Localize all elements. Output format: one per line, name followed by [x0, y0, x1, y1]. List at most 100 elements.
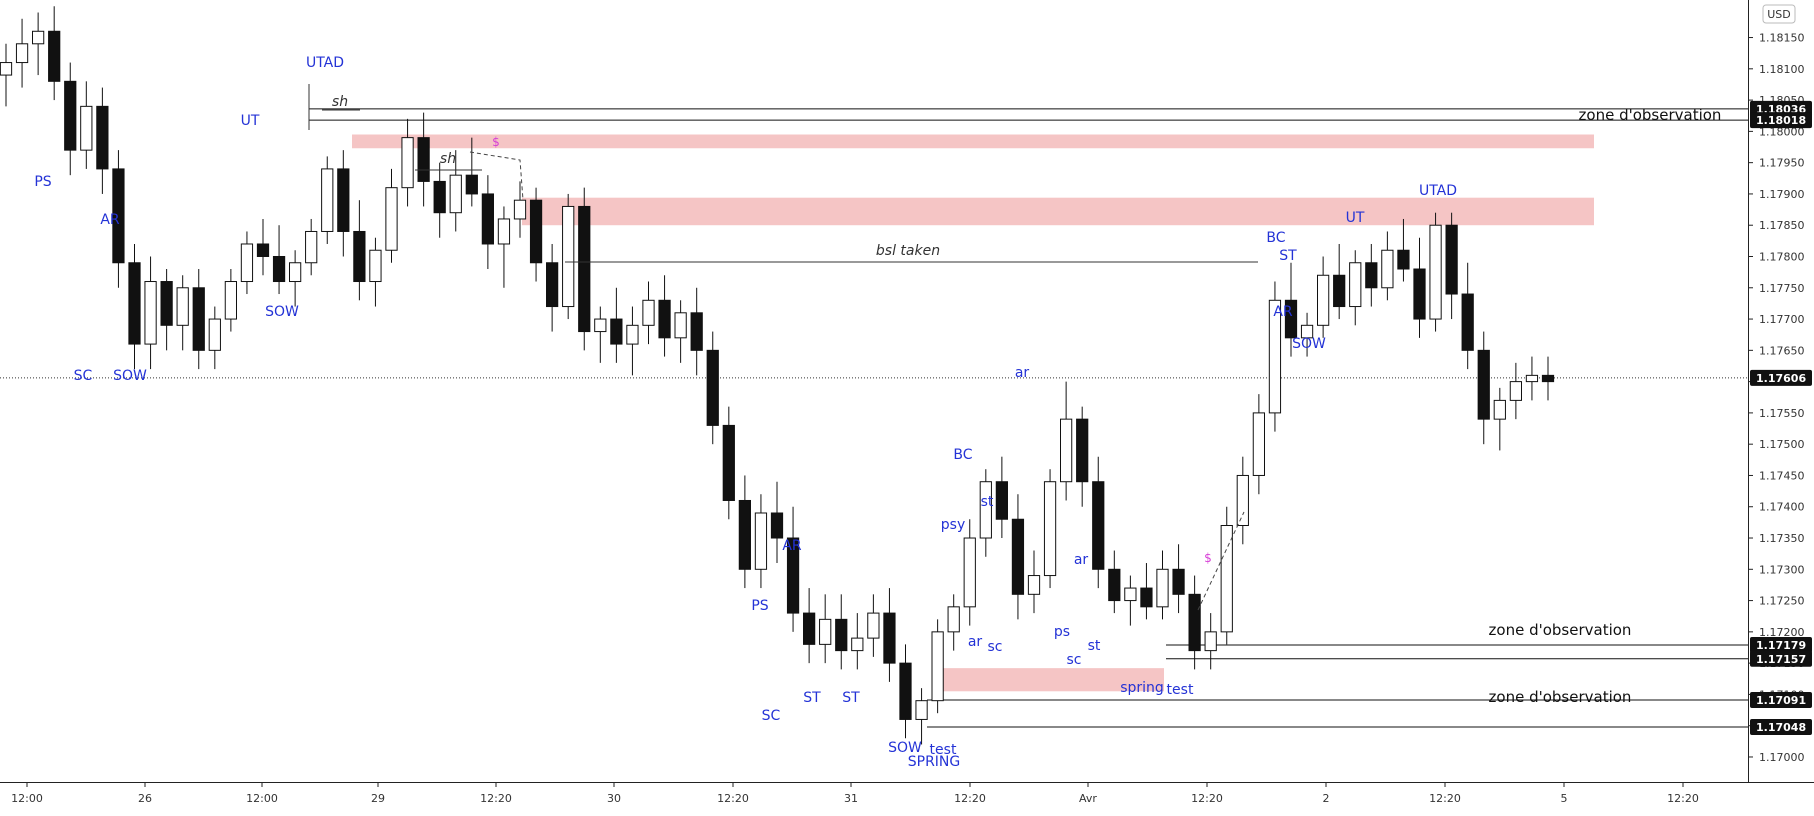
candle-body[interactable] [835, 618, 848, 652]
candle-body[interactable] [32, 30, 45, 45]
candle-body[interactable] [658, 299, 671, 339]
candle-body[interactable] [1204, 631, 1217, 652]
candle-body[interactable] [256, 243, 270, 257]
candle-body[interactable] [803, 612, 816, 645]
candle-body[interactable] [321, 168, 334, 232]
candle-body[interactable] [1429, 224, 1442, 320]
candle-body[interactable] [1333, 274, 1346, 308]
candle-body[interactable] [289, 262, 302, 283]
currency-badge[interactable] [1762, 4, 1796, 24]
candle-body[interactable] [353, 230, 366, 283]
candle-body[interactable] [1172, 568, 1185, 595]
candle-body[interactable] [240, 243, 254, 283]
candle-body[interactable] [674, 312, 687, 339]
candle-body[interactable] [192, 287, 205, 351]
candle-body[interactable] [626, 324, 639, 345]
candle-body[interactable] [208, 318, 221, 351]
candle-body[interactable] [1397, 249, 1410, 270]
candle-body[interactable] [1284, 299, 1298, 339]
candle-body[interactable] [337, 168, 350, 232]
candle-body[interactable] [915, 700, 928, 720]
candle-body[interactable] [578, 205, 591, 333]
price-axis-panel[interactable] [1748, 0, 1814, 816]
candle-body[interactable] [642, 299, 655, 326]
candle-body[interactable] [481, 193, 494, 245]
observation-zone[interactable] [934, 668, 1164, 692]
candle-body[interactable] [851, 637, 864, 652]
candle-body[interactable] [96, 105, 109, 170]
candle-body[interactable] [610, 318, 623, 345]
candle-body[interactable] [1493, 399, 1506, 420]
candle-body[interactable] [1060, 418, 1073, 483]
candle-body[interactable] [80, 105, 93, 151]
candle-body[interactable] [513, 199, 527, 220]
candle-body[interactable] [385, 187, 398, 251]
candle-body[interactable] [112, 168, 125, 264]
candle-body[interactable] [433, 180, 446, 214]
candle-body[interactable] [1509, 381, 1522, 401]
candle-body[interactable] [706, 349, 719, 426]
candle-body[interactable] [690, 312, 703, 351]
candle-body[interactable] [1268, 299, 1282, 414]
candle-body[interactable] [1525, 374, 1539, 383]
candle-body[interactable] [1236, 474, 1249, 527]
candle-body[interactable] [1365, 262, 1378, 289]
candle-body[interactable] [1445, 224, 1458, 295]
candle-body[interactable] [144, 281, 157, 345]
candle-body[interactable] [931, 631, 944, 702]
candle-body[interactable] [64, 80, 77, 151]
candle-body[interactable] [1349, 262, 1362, 308]
candle-body[interactable] [1140, 587, 1153, 608]
candle-body[interactable] [770, 512, 784, 539]
candle-body[interactable] [819, 618, 832, 645]
candle-body[interactable] [1188, 593, 1201, 652]
candle-body[interactable] [722, 424, 735, 501]
candle-body[interactable] [1461, 293, 1474, 351]
observation-zone[interactable] [522, 197, 1594, 226]
candle-body[interactable] [995, 481, 1008, 520]
candle-body[interactable] [883, 612, 896, 664]
candle-body[interactable] [1076, 418, 1089, 483]
candle-body[interactable] [0, 62, 13, 76]
candle-body[interactable] [867, 612, 880, 639]
candle-body[interactable] [1541, 374, 1555, 383]
candle-body[interactable] [899, 662, 912, 720]
candle-body[interactable] [305, 230, 318, 264]
candle-body[interactable] [465, 174, 478, 195]
candle-body[interactable] [1413, 268, 1426, 320]
candle-body[interactable] [176, 287, 189, 326]
candle-body[interactable] [48, 30, 61, 82]
candle-body[interactable] [546, 262, 559, 308]
candle-body[interactable] [401, 137, 414, 189]
candle-body[interactable] [1252, 412, 1265, 476]
candle-body[interactable] [224, 281, 237, 320]
candle-body[interactable] [529, 199, 543, 264]
candle-body[interactable] [562, 205, 575, 308]
candle-body[interactable] [1043, 481, 1057, 577]
candle-body[interactable] [1092, 481, 1105, 570]
candle-body[interactable] [449, 174, 462, 214]
candle-body[interactable] [160, 281, 173, 326]
candle-body[interactable] [947, 606, 960, 633]
candle-body[interactable] [738, 499, 751, 570]
candle-body[interactable] [1011, 518, 1025, 595]
candle-body[interactable] [1220, 525, 1233, 633]
candle-body[interactable] [417, 137, 430, 182]
candle-body[interactable] [369, 249, 382, 283]
candle-body[interactable] [497, 218, 511, 245]
candle-body[interactable] [272, 255, 286, 283]
observation-zone[interactable] [352, 134, 1594, 149]
candle-body[interactable] [1124, 587, 1137, 602]
candle-body[interactable] [594, 318, 607, 333]
candle-body[interactable] [1027, 575, 1041, 595]
candle-body[interactable] [1477, 349, 1490, 420]
candle-body[interactable] [754, 512, 768, 570]
candle-body[interactable] [786, 537, 800, 614]
candle-body[interactable] [15, 43, 29, 64]
candle-body[interactable] [1381, 249, 1394, 289]
candle-body[interactable] [1156, 568, 1169, 608]
candle-body[interactable] [1108, 568, 1121, 602]
candle-body[interactable] [1317, 274, 1330, 326]
